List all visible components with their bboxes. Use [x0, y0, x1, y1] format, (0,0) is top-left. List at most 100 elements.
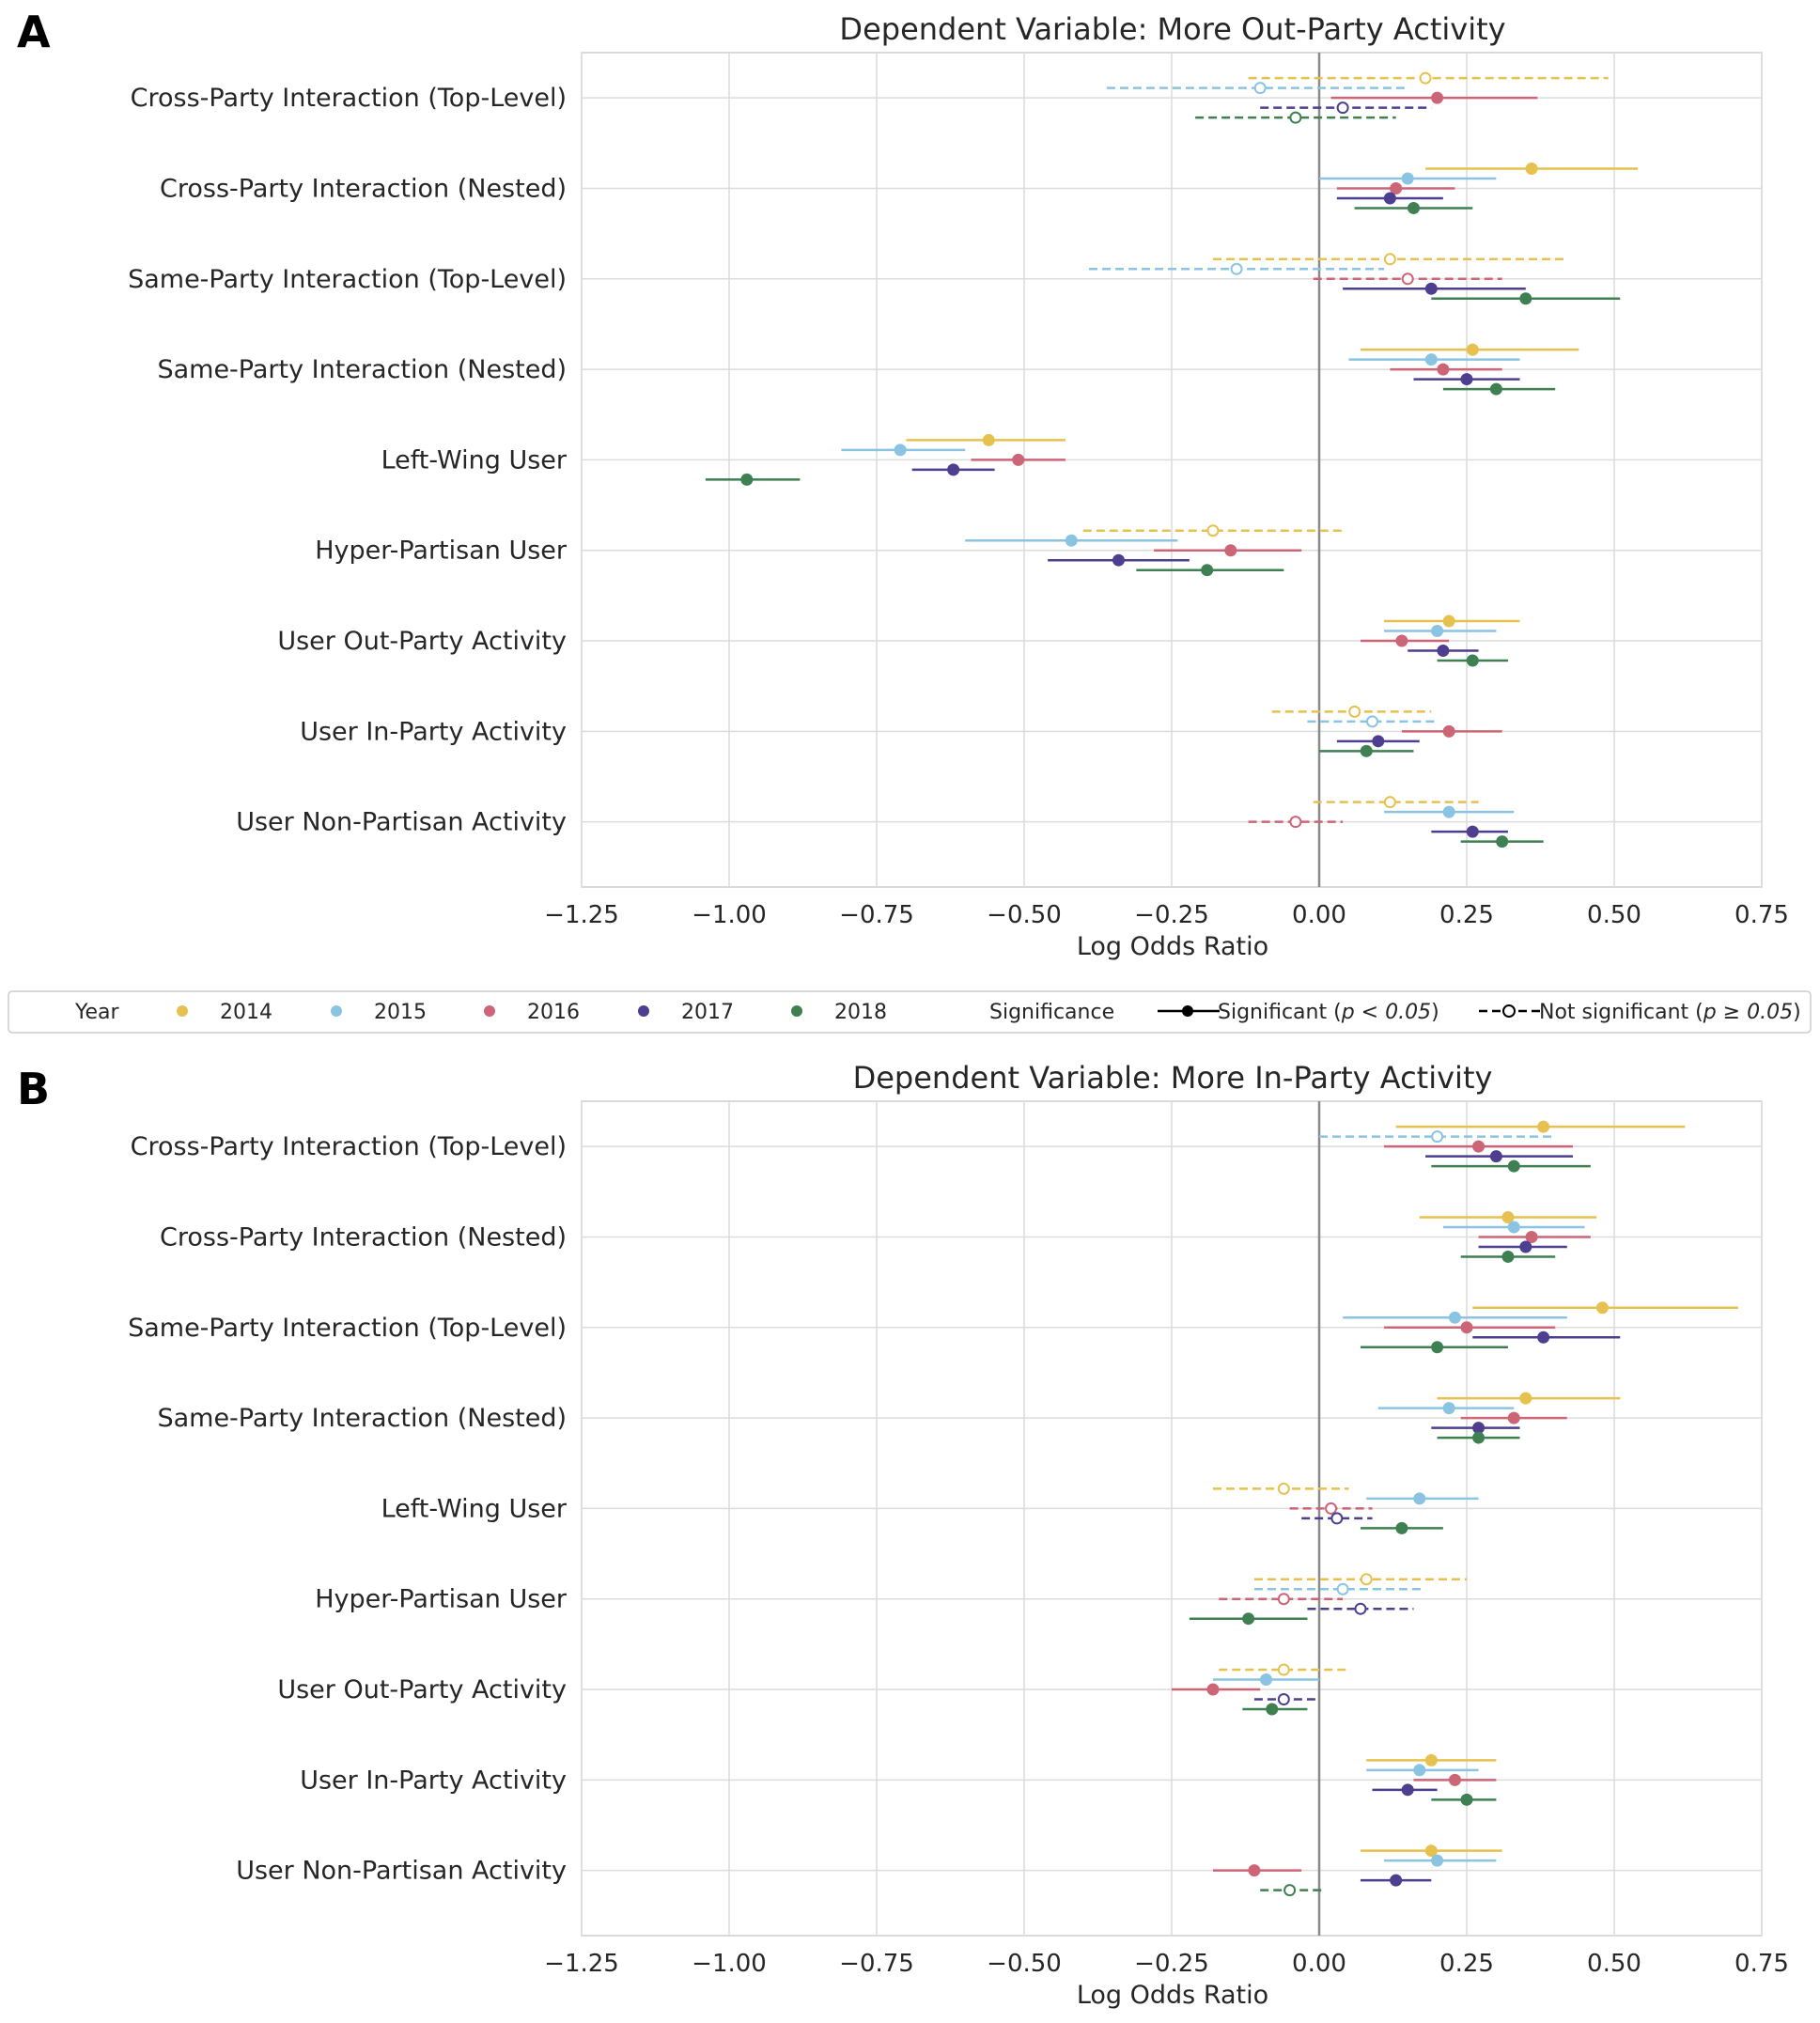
x-tick-label-a: −1.25	[544, 901, 619, 929]
x-tick-label-b: 0.25	[1439, 1950, 1494, 1978]
legend: Year 2014 2015 2016 2017 2018 Significan…	[8, 990, 1812, 1034]
estimate-point-2015-a	[1401, 172, 1414, 185]
estimate-point-2014-a	[1466, 343, 1479, 356]
estimate-point-2016-a	[1224, 544, 1237, 557]
x-tick-label-b: −0.25	[1134, 1950, 1209, 1978]
estimate-point-2014-b	[1501, 1210, 1515, 1223]
estimate-point-2014-b	[1424, 1753, 1438, 1766]
estimate-point-2018-a	[1496, 835, 1509, 848]
estimate-point-2014-a	[1348, 705, 1361, 718]
estimate-point-2014-b	[1537, 1120, 1550, 1133]
x-tick-label-a: 0.75	[1734, 901, 1789, 929]
estimate-point-2015-a	[894, 444, 907, 457]
category-label-a: Same-Party Interaction (Nested)	[157, 355, 567, 384]
estimate-point-2018-b	[1395, 1521, 1408, 1534]
category-label-b: Hyper-Partisan User	[315, 1585, 568, 1614]
estimate-point-2017-a	[947, 463, 960, 476]
category-label-b: Same-Party Interaction (Top-Level)	[128, 1314, 567, 1343]
estimate-point-2016-b	[1206, 1683, 1220, 1696]
estimate-point-2014-b	[1595, 1301, 1609, 1315]
x-axis-label-a: Log Odds Ratio	[1077, 932, 1268, 961]
legend-2018-marker	[791, 1005, 802, 1017]
estimate-point-2014-a	[1383, 253, 1396, 266]
legend-significance-title: Significance	[989, 1001, 1114, 1024]
category-label-a: Left-Wing User	[381, 445, 568, 475]
estimate-point-2015-a	[1065, 534, 1078, 547]
panel-b: B Dependent Variable: More In-Party Acti…	[17, 1060, 1789, 2010]
estimate-point-2018-a	[1289, 111, 1302, 124]
estimate-point-2014-b	[1424, 1844, 1438, 1858]
estimate-point-2017-b	[1277, 1693, 1290, 1706]
estimate-point-2017-b	[1489, 1150, 1502, 1163]
legend-2017-marker	[638, 1005, 649, 1017]
legend-frame	[8, 990, 1812, 1034]
legend-not-significant-label: Not significant (p ≥ 0.05)	[1539, 1001, 1801, 1024]
chart-title-a: Dependent Variable: More Out-Party Activ…	[839, 11, 1505, 47]
estimate-point-2018-b	[1501, 1250, 1515, 1263]
x-tick-label-a: 0.25	[1439, 901, 1494, 929]
estimate-point-2014-a	[1383, 796, 1396, 809]
estimate-point-2016-b	[1507, 1411, 1520, 1424]
estimate-point-2015-b	[1413, 1492, 1426, 1505]
estimate-point-2016-a	[1431, 91, 1444, 104]
x-tick-label-a: −0.25	[1134, 901, 1209, 929]
estimate-point-2018-a	[1201, 564, 1214, 577]
estimate-point-2018-b	[1283, 1884, 1297, 1897]
legend-2016-marker	[484, 1005, 495, 1017]
estimate-point-2015-b	[1336, 1582, 1349, 1595]
estimate-point-2015-a	[1230, 262, 1243, 275]
estimate-point-2015-b	[1448, 1311, 1461, 1324]
estimate-point-2018-a	[1407, 201, 1420, 214]
legend-2015-label: 2015	[374, 1001, 427, 1024]
x-tick-label-b: 0.00	[1292, 1950, 1346, 1978]
x-tick-label-b: −1.25	[544, 1950, 619, 1978]
estimate-point-2018-a	[1466, 654, 1479, 667]
legend-2017-label: 2017	[681, 1001, 734, 1024]
estimate-point-2014-b	[1360, 1573, 1373, 1586]
estimate-point-2016-b	[1448, 1773, 1461, 1786]
estimate-point-2017-a	[1466, 825, 1479, 838]
estimate-point-2018-b	[1472, 1431, 1486, 1444]
legend-significant-marker	[1182, 1005, 1193, 1017]
estimate-point-2014-b	[1277, 1663, 1290, 1676]
category-label-b: User Non-Partisan Activity	[236, 1857, 567, 1886]
x-tick-label-b: −0.75	[839, 1950, 914, 1978]
x-tick-label-a: −0.75	[839, 901, 914, 929]
category-label-a: Same-Party Interaction (Top-Level)	[128, 265, 567, 294]
estimate-point-2015-b	[1259, 1673, 1272, 1687]
estimate-point-2016-a	[1395, 634, 1408, 647]
estimate-point-2018-b	[1266, 1703, 1279, 1716]
x-tick-label-a: −1.00	[692, 901, 767, 929]
panel-letter-b: B	[17, 1064, 50, 1114]
estimate-point-2017-b	[1472, 1422, 1486, 1435]
estimate-point-2015-b	[1431, 1854, 1444, 1867]
estimate-point-2017-b	[1519, 1240, 1532, 1253]
legend-2016-label: 2016	[527, 1001, 580, 1024]
estimate-point-2015-b	[1413, 1764, 1426, 1777]
estimate-point-2017-b	[1330, 1512, 1344, 1525]
estimate-point-2015-a	[1253, 82, 1267, 95]
estimate-point-2018-b	[1507, 1159, 1520, 1173]
category-label-b: User Out-Party Activity	[277, 1675, 567, 1704]
legend-not-significant-marker	[1502, 1004, 1516, 1018]
category-label-b: User In-Party Activity	[300, 1766, 567, 1795]
estimate-point-2014-a	[1419, 71, 1432, 85]
x-tick-label-b: −0.50	[987, 1950, 1062, 1978]
estimate-point-2018-b	[1460, 1793, 1473, 1806]
legend-2018-label: 2018	[834, 1001, 887, 1024]
category-label-b: Left-Wing User	[381, 1494, 568, 1523]
panel-a: A Dependent Variable: More Out-Party Act…	[17, 7, 1789, 961]
category-label-a: User Out-Party Activity	[277, 627, 567, 656]
estimate-point-2015-a	[1424, 353, 1438, 366]
estimate-point-2017-a	[1424, 282, 1438, 295]
legend-2014-marker	[177, 1005, 188, 1017]
estimate-point-2015-b	[1442, 1402, 1455, 1415]
estimate-point-2014-a	[982, 433, 995, 446]
legend-significant-label: Significant (p < 0.05)	[1218, 1001, 1439, 1024]
x-tick-label-b: 0.75	[1734, 1950, 1789, 1978]
estimate-point-2015-b	[1507, 1221, 1520, 1234]
category-label-a: User In-Party Activity	[300, 717, 567, 746]
estimate-point-2017-a	[1112, 553, 1125, 567]
estimate-point-2014-a	[1206, 524, 1220, 537]
